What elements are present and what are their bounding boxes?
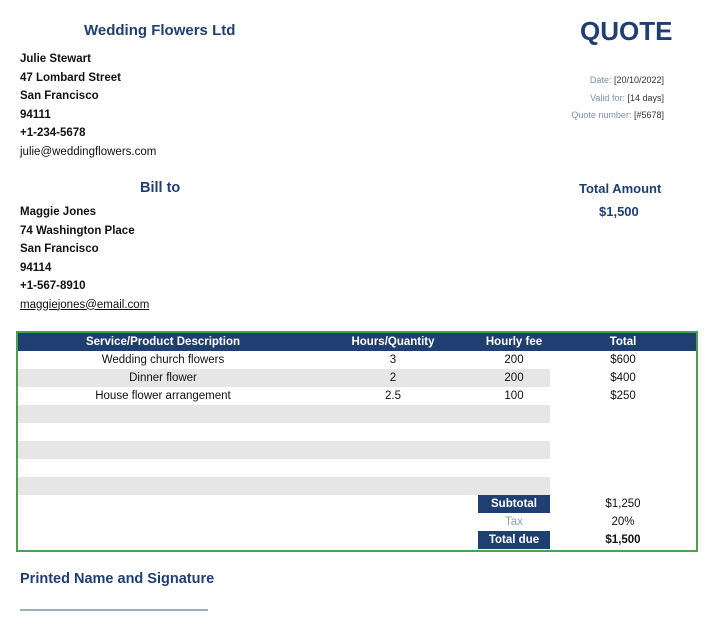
cell-quantity: 2.5 [385, 390, 401, 402]
client-phone: +1-567-8910 [20, 280, 86, 292]
sender-street: 47 Lombard Street [20, 71, 121, 84]
total-amount-label: Total Amount [579, 181, 662, 196]
date-label: Date: [589, 75, 612, 85]
client-email[interactable]: maggiejones@email.com [20, 298, 150, 311]
sender-address: Julie Stewart 47 Lombard Street San Fran… [20, 50, 156, 161]
total-due-value: $1,500 [605, 534, 641, 546]
signature-label: Printed Name and Signature [20, 571, 215, 587]
empty-row [18, 441, 550, 459]
quote-table: Service/Product Description Hours/Quanti… [16, 331, 698, 552]
cell-description: Wedding church flowers [101, 354, 225, 366]
cell-description: House flower arrangement [95, 390, 231, 402]
quote-number-label: Quote number: [571, 110, 632, 120]
cell-total: $250 [610, 390, 636, 402]
subtotal-label: Subtotal [478, 495, 550, 513]
quote-meta: Date: [20/10/2022] Valid for: [14 days] … [571, 72, 664, 125]
cell-fee: 200 [504, 354, 524, 366]
bill-to-title: Bill to [140, 180, 181, 196]
table-header: Service/Product Description Hours/Quanti… [18, 333, 696, 351]
sender-contact: Julie Stewart [20, 53, 91, 65]
quote-number-value: [#5678] [633, 110, 664, 120]
signature-line [20, 609, 208, 611]
sender-city: San Francisco [20, 90, 99, 102]
header-fee: Hourly fee [485, 336, 543, 348]
client-zip: 94114 [20, 261, 52, 274]
subtotal-value: $1,250 [605, 498, 641, 510]
table-row: Dinner flower 2 200 $400 [18, 369, 636, 387]
table-row: House flower arrangement 2.5 100 $250 [18, 387, 696, 405]
company-name: Wedding Flowers Ltd [84, 22, 236, 39]
sender-email: julie@weddingflowers.com [20, 145, 157, 158]
client-name: Maggie Jones [20, 206, 97, 218]
header-quantity: Hours/Quantity [351, 336, 435, 348]
subtotal-row: Subtotal $1,250 [18, 495, 696, 513]
tax-label: Tax [505, 516, 523, 528]
total-due-row: Total due $1,500 [18, 531, 696, 549]
valid-label: Valid for: [590, 92, 625, 103]
empty-row [18, 477, 550, 495]
cell-fee: 100 [504, 390, 524, 402]
cell-fee: 200 [504, 372, 524, 384]
cell-quantity: 3 [389, 354, 397, 366]
sender-phone: +1-234-5678 [20, 127, 86, 139]
client-city: San Francisco [20, 243, 99, 255]
date-value: [20/10/2022] [613, 75, 664, 85]
cell-total: $600 [610, 354, 636, 366]
header-total: Total [609, 336, 637, 348]
cell-description: Dinner flower [129, 372, 197, 384]
page-title: QUOTE [580, 16, 673, 46]
valid-value: [14 days] [627, 92, 664, 103]
table-row: Wedding church flowers 3 200 $600 [18, 351, 696, 369]
bill-to-address: Maggie Jones 74 Washington Place San Fra… [20, 203, 149, 314]
client-street: 74 Washington Place [20, 224, 135, 237]
tax-row: Tax 20% [18, 513, 696, 531]
total-amount-value: $1,500 [599, 204, 639, 219]
tax-value: 20% [611, 516, 635, 528]
total-due-label: Total due [478, 531, 550, 549]
cell-quantity: 2 [389, 372, 397, 384]
header-description: Service/Product Description [85, 336, 241, 348]
empty-row [18, 405, 550, 423]
sender-zip: 94111 [20, 108, 51, 121]
cell-total: $400 [610, 372, 636, 384]
